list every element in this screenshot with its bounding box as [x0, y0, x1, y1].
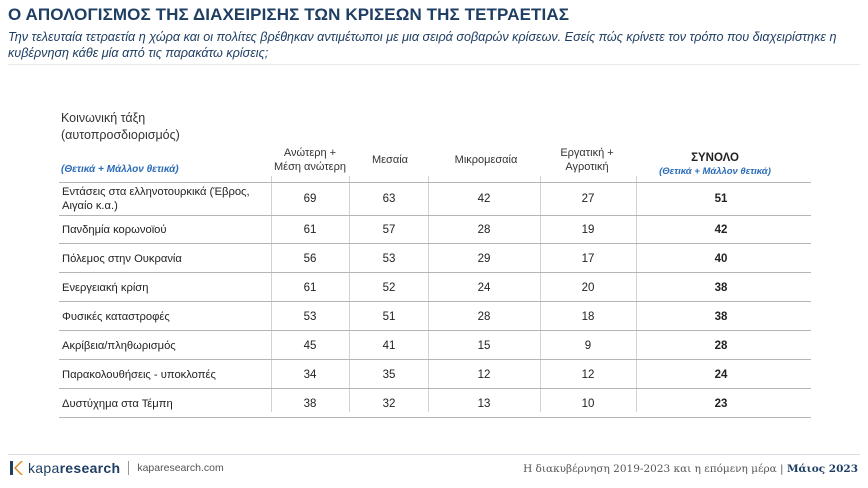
- metric-note: (Θετικά + Μάλλον θετικά): [61, 164, 179, 175]
- page-title: Ο ΑΠΟΛΟΓΙΣΜΟΣ ΤΗΣ ΔΙΑΧΕΙΡΙΣΗΣ ΤΩΝ ΚΡΙΣΕΩ…: [8, 5, 570, 24]
- column-header-working: Εργατική + Αγροτική: [560, 147, 614, 173]
- cell-total: 28: [714, 340, 728, 352]
- brand-name-light: kapa: [28, 460, 60, 476]
- cell-total: 38: [714, 282, 728, 294]
- cell-value: 17: [581, 253, 595, 265]
- cell-value: 10: [581, 398, 595, 410]
- brand-logo: kaparesearch kaparesearch.com: [8, 460, 224, 476]
- row-label: Φυσικές καταστροφές: [62, 311, 170, 323]
- column-header-upper: Ανώτερη + Μέση ανώτερη: [274, 147, 346, 173]
- cell-value: 57: [382, 224, 396, 236]
- row-label: Παρακολουθήσεις - υποκλοπές: [62, 369, 216, 381]
- footer-date: Μάιος 2023: [786, 463, 858, 475]
- group-title: Κοινωνική τάξη (αυτοπροσδιορισμός): [61, 111, 180, 142]
- page-subtitle: Την τελευταία τετραετία η χώρα και οι πο…: [8, 30, 837, 60]
- cell-value: 61: [303, 282, 317, 294]
- column-header-middle: Μεσαία: [371, 154, 409, 166]
- cell-value: 28: [477, 224, 491, 236]
- cell-value: 29: [477, 253, 491, 265]
- row-label: Πανδημία κορωνοϊού: [62, 224, 167, 236]
- cell-total: 23: [714, 398, 728, 410]
- cell-value: 69: [303, 193, 317, 205]
- column-separator: [271, 176, 272, 412]
- column-separator: [540, 176, 541, 412]
- table-row: Πόλεμος στην Ουκρανία 56 53 29 17 40: [59, 246, 811, 273]
- cell-value: 53: [303, 311, 317, 323]
- cell-value: 27: [581, 193, 595, 205]
- column-header-total: ΣΥΝΟΛΟ (Θετικά + Μάλλον θετικά): [650, 151, 780, 179]
- cell-value: 18: [581, 311, 595, 323]
- cell-value: 52: [382, 282, 396, 294]
- cell-value: 24: [477, 282, 491, 294]
- cell-total: 40: [714, 253, 728, 265]
- cell-value: 12: [581, 369, 595, 381]
- cell-value: 41: [382, 340, 396, 352]
- footer-caption: Η διακυβέρνηση 2019-2023 και η επόμενη μ…: [523, 463, 858, 475]
- column-header-lower-middle: Μικρομεσαία: [454, 154, 518, 166]
- cell-value: 42: [477, 193, 491, 205]
- table-row: Ακρίβεια/πληθωρισμός 45 41 15 9 28: [59, 333, 811, 360]
- table-row: Εντάσεις στα ελληνοτουρκικά (Έβρος, Αιγα…: [59, 182, 811, 216]
- total-header-note: (Θετικά + Μάλλον θετικά): [659, 166, 771, 177]
- logo-separator: [128, 461, 130, 475]
- cell-value: 9: [584, 340, 592, 352]
- cell-total: 42: [714, 224, 728, 236]
- table-row: Πανδημία κορωνοϊού 61 57 28 19 42: [59, 217, 811, 244]
- cell-value: 38: [303, 398, 317, 410]
- cell-value: 61: [303, 224, 317, 236]
- cell-value: 53: [382, 253, 396, 265]
- row-label: Δυστύχημα στα Τέμπη: [62, 398, 173, 410]
- cell-total: 51: [714, 193, 728, 205]
- table-row: Ενεργειακή κρίση 61 52 24 20 38: [59, 275, 811, 302]
- column-separator: [428, 176, 429, 412]
- footer-divider: [8, 454, 860, 455]
- cell-value: 12: [477, 369, 491, 381]
- cell-value: 28: [477, 311, 491, 323]
- header-divider: [8, 64, 860, 65]
- cell-value: 45: [303, 340, 317, 352]
- brand-name: kaparesearch: [28, 460, 120, 476]
- table-row: Φυσικές καταστροφές 53 51 28 18 38: [59, 304, 811, 331]
- cell-value: 56: [303, 253, 317, 265]
- row-label: Εντάσεις στα ελληνοτουρκικά (Έβρος, Αιγα…: [62, 186, 250, 212]
- cell-value: 15: [477, 340, 491, 352]
- cell-value: 19: [581, 224, 595, 236]
- cell-value: 51: [382, 311, 396, 323]
- table-row: Παρακολουθήσεις - υποκλοπές 34 35 12 12 24: [59, 362, 811, 389]
- cell-total: 24: [714, 369, 728, 381]
- kapa-logo-icon: [10, 461, 23, 475]
- total-header-label: ΣΥΝΟΛΟ: [691, 152, 739, 164]
- cell-value: 20: [581, 282, 595, 294]
- cell-value: 32: [382, 398, 396, 410]
- cell-value: 13: [477, 398, 491, 410]
- brand-name-bold: research: [59, 460, 121, 476]
- row-label: Πόλεμος στην Ουκρανία: [62, 253, 182, 265]
- column-separator: [349, 176, 350, 412]
- brand-url[interactable]: kaparesearch.com: [137, 462, 224, 474]
- row-label: Ακρίβεια/πληθωρισμός: [62, 340, 176, 352]
- table-row: Δυστύχημα στα Τέμπη 38 32 13 10 23: [59, 391, 811, 418]
- cell-value: 34: [303, 369, 317, 381]
- row-label: Ενεργειακή κρίση: [62, 282, 149, 294]
- column-separator: [636, 176, 637, 412]
- footer-caption-text: Η διακυβέρνηση 2019-2023 και η επόμενη μ…: [523, 463, 784, 475]
- cell-value: 35: [382, 369, 396, 381]
- cell-value: 63: [382, 193, 396, 205]
- cell-total: 38: [714, 311, 728, 323]
